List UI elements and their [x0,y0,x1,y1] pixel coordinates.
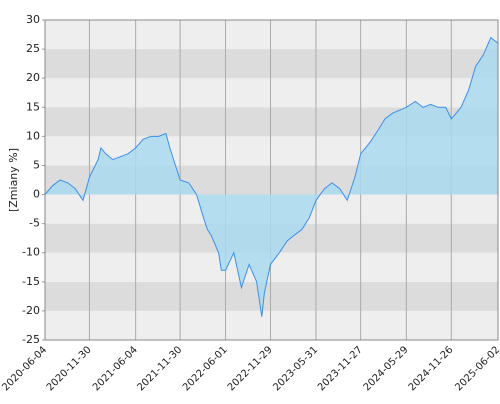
x-tick-label: 2023-11-27 [316,344,365,393]
y-tick-label: 5 [33,158,40,171]
x-tick-label: 2020-06-04 [0,344,49,393]
plot-frame [44,19,499,341]
y-tick-label: -10 [22,246,40,259]
x-tick-label: 2022-06-01 [181,344,230,393]
y-tick-label: 10 [26,129,40,142]
x-tick-label: 2024-11-26 [407,344,456,393]
x-tick-label: 2023-05-31 [271,344,320,393]
y-tick-label: -15 [22,275,40,288]
x-tick-label: 2024-05-29 [362,344,411,393]
grid-band [45,20,498,50]
grid-band [45,78,498,108]
y-tick-label: -20 [22,304,40,317]
x-tick-label: 2021-11-30 [135,344,184,393]
y-tick-label: 30 [26,13,40,26]
y-axis-label: [Zmiany %] [7,148,20,212]
grid-band [45,281,498,311]
area [45,37,498,317]
y-tick-label: 15 [26,100,40,113]
x-tick-label: 2020-11-30 [45,344,94,393]
y-tick-label: -25 [22,333,40,346]
y-tick-label: 25 [26,42,40,55]
x-tick-label: 2021-06-04 [91,344,140,393]
x-tick-label: 2022-11-29 [226,344,275,393]
grid-band [45,310,498,340]
y-tick-label: 20 [26,71,40,84]
y-tick-label: 0 [33,188,40,201]
line [44,36,499,317]
x-tick-label: 2025-06-02 [453,344,500,393]
y-tick-label: -5 [29,217,40,230]
grid-band [45,49,498,79]
